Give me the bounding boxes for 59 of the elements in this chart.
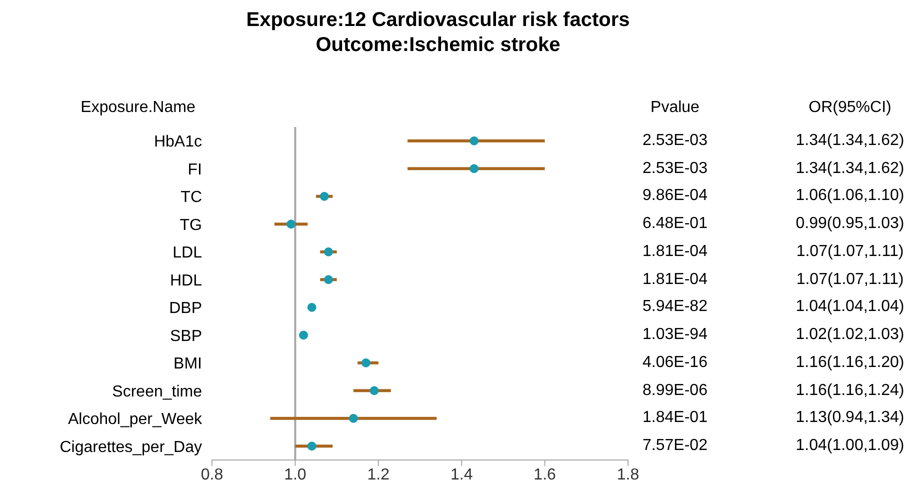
- point: [324, 275, 333, 284]
- text: 8.99E-06: [642, 380, 708, 401]
- point: [299, 330, 308, 340]
- text: 1.34(1.34,1.62): [794, 130, 906, 151]
- point: [348, 414, 358, 423]
- y-tick-label: FI: [188, 161, 202, 178]
- point: [307, 302, 316, 312]
- x-tick-label: 0.8: [200, 466, 224, 484]
- text: 1.03E-94: [642, 325, 708, 346]
- text: 1.16(1.16,1.20): [794, 352, 906, 373]
- point: [324, 247, 333, 256]
- point: [370, 386, 379, 396]
- text: 1.81E-04: [642, 270, 708, 290]
- text: 1.84E-01: [642, 408, 708, 428]
- y-tick-label: Cigarettes_per_Day: [60, 438, 202, 456]
- text: 1.13(0.94,1.34): [794, 408, 906, 428]
- text: 1.81E-04: [642, 242, 708, 262]
- y-tick-label: Alcohol_per_Week: [68, 411, 203, 428]
- y-tick-label: HbA1c: [154, 134, 202, 151]
- text: 1.34(1.34,1.62): [794, 158, 906, 179]
- text: 1.04(1.04,1.04): [794, 297, 906, 318]
- text: 6.48E-01: [642, 214, 708, 234]
- y-tick-label: BMI: [174, 356, 202, 373]
- text: 2.53E-03: [642, 130, 708, 151]
- x-tick-label: 1.0: [284, 466, 306, 484]
- text: Pvalue: [650, 99, 700, 117]
- text: 5.94E-82: [642, 297, 708, 318]
- x-tick-label: 1.2: [367, 466, 390, 484]
- y-axis-title: Exposure.Name: [80, 99, 196, 117]
- x-tick-label: 1.6: [534, 466, 556, 484]
- y-tick-label: TC: [180, 189, 202, 206]
- text: 0.99(0.95,1.03): [794, 214, 906, 234]
- text: 1.07(1.07,1.11): [795, 270, 905, 290]
- text: 1.07(1.07,1.11): [795, 242, 905, 262]
- y-tick-label: SBP: [170, 328, 202, 345]
- text: 7.57E-02: [642, 436, 708, 456]
- point: [286, 220, 296, 229]
- y-tick-label: LDL: [172, 244, 202, 262]
- y-tick-label: DBP: [169, 300, 202, 318]
- text: 1.02(1.02,1.03): [794, 325, 906, 346]
- text: 1.06(1.06,1.10): [794, 186, 906, 206]
- x-tick-label: 1.8: [616, 466, 640, 484]
- text: 1.16(1.16,1.24): [794, 380, 906, 401]
- text: OR(95%CI): [808, 99, 892, 117]
- chart-title: Exposure:12 Cardiovascular risk factors: [245, 8, 631, 33]
- y-tick-label: TG: [180, 216, 202, 234]
- point: [361, 358, 370, 368]
- point: [470, 164, 479, 174]
- y-tick-label: Screen_time: [112, 383, 202, 400]
- y-tick-label: HDL: [170, 272, 202, 290]
- text: 2.53E-03: [642, 158, 708, 179]
- text: 4.06E-16: [642, 352, 708, 373]
- x-tick-label: 1.4: [450, 466, 473, 484]
- text: 9.86E-04: [642, 186, 708, 206]
- point: [320, 192, 329, 201]
- point: [470, 136, 479, 146]
- text: 1.04(1.00,1.09): [794, 436, 906, 456]
- chart-subtitle: Outcome:Ischemic stroke: [314, 33, 562, 58]
- point: [307, 442, 316, 451]
